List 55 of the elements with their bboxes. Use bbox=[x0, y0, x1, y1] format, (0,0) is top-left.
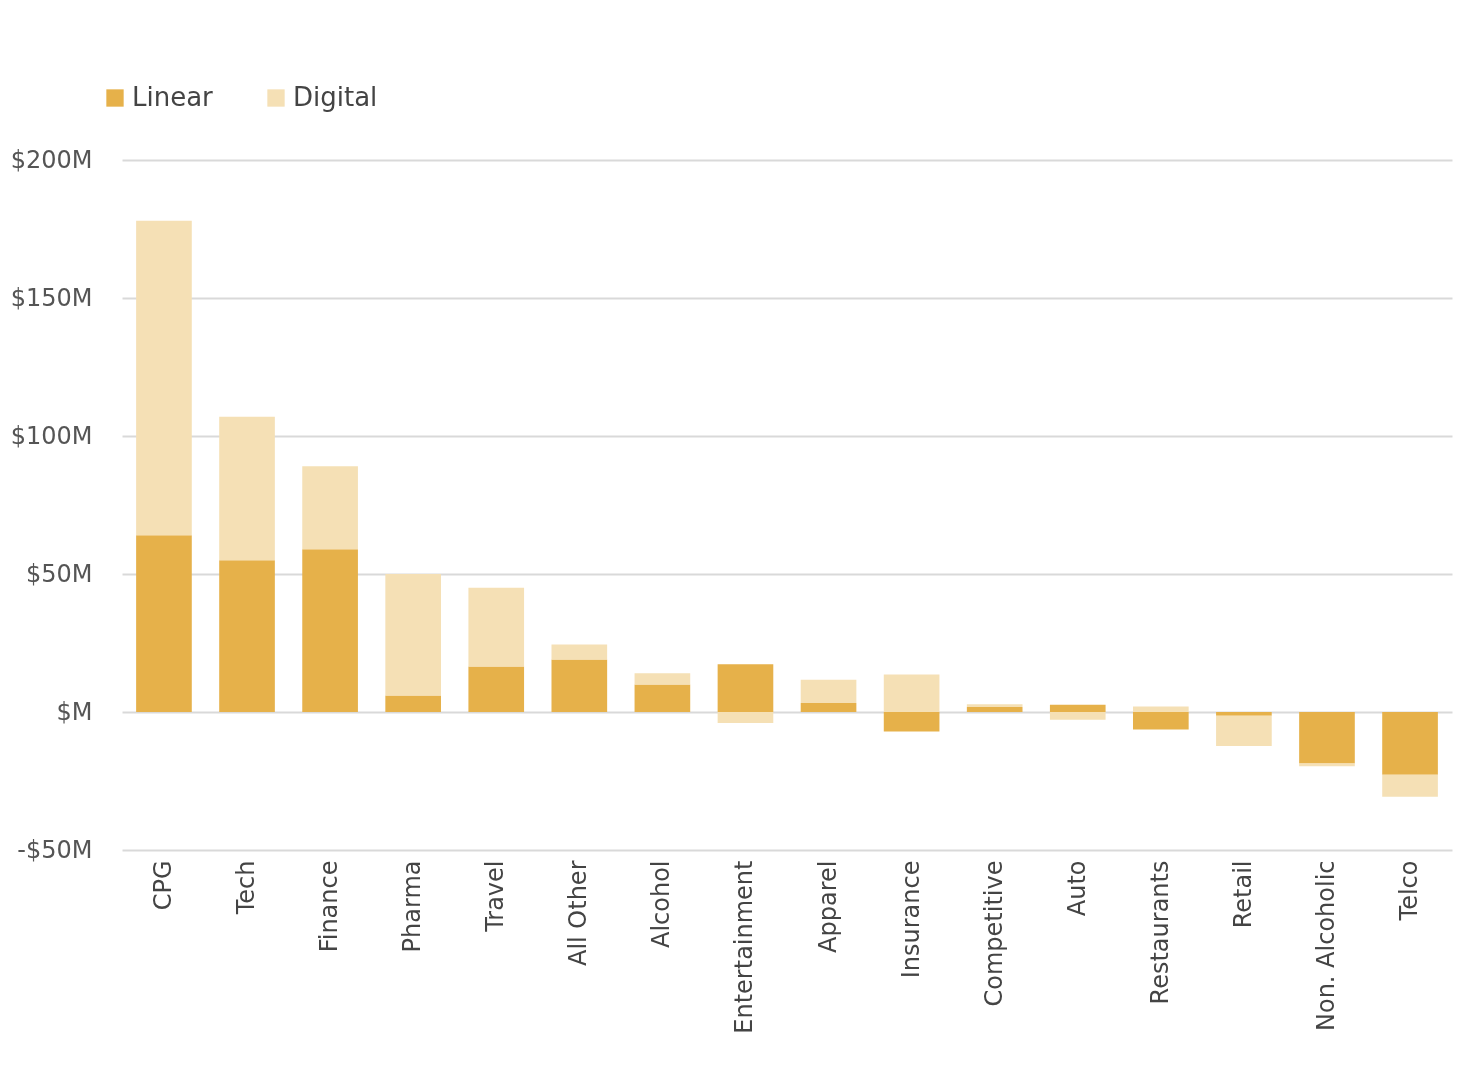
bar bbox=[1382, 712, 1438, 775]
bar bbox=[634, 684, 691, 712]
bar bbox=[1299, 712, 1355, 764]
legend-label: Digital bbox=[293, 82, 378, 112]
bar bbox=[1133, 712, 1189, 730]
x-tick-label: Alcohol bbox=[647, 860, 676, 949]
bar bbox=[717, 712, 774, 724]
x-tick-label: Competitive bbox=[979, 860, 1008, 1007]
bar bbox=[551, 659, 608, 712]
y-tick-label: $50M bbox=[25, 559, 93, 588]
bar bbox=[468, 666, 525, 712]
bar bbox=[136, 220, 192, 536]
y-tick-label: -$50M bbox=[17, 835, 93, 864]
bar bbox=[1049, 712, 1106, 720]
x-tick-label: Entertainment bbox=[730, 860, 759, 1034]
bar bbox=[219, 560, 275, 712]
y-tick-label: $150M bbox=[10, 283, 93, 312]
x-tick-label: CPG bbox=[148, 860, 177, 911]
bar bbox=[1382, 774, 1438, 797]
bar bbox=[302, 466, 358, 550]
bar bbox=[800, 679, 857, 703]
x-tick-label: Non. Alcoholic bbox=[1311, 860, 1340, 1031]
bar bbox=[1216, 712, 1272, 716]
x-tick-label: Finance bbox=[315, 860, 344, 953]
bar bbox=[966, 704, 1023, 708]
bar bbox=[800, 702, 857, 712]
bar bbox=[136, 535, 192, 712]
bar bbox=[883, 712, 940, 732]
x-tick-label: Insurance bbox=[896, 860, 925, 979]
bar bbox=[1216, 715, 1272, 746]
y-tick-label: $200M bbox=[10, 145, 93, 174]
bar bbox=[1133, 706, 1189, 712]
bar bbox=[385, 695, 441, 712]
x-tick-label: Pharma bbox=[398, 860, 427, 953]
y-tick-label: $100M bbox=[10, 421, 93, 450]
x-tick-label: Telco bbox=[1395, 860, 1424, 922]
x-tick-label: Travel bbox=[481, 860, 510, 933]
bar bbox=[385, 574, 441, 696]
x-tick-label: Restaurants bbox=[1145, 860, 1174, 1005]
bar bbox=[634, 673, 691, 685]
bar bbox=[551, 644, 608, 660]
bar bbox=[468, 587, 525, 667]
x-tick-label: Tech bbox=[232, 860, 261, 916]
y-tick-label: $M bbox=[56, 697, 93, 726]
bar bbox=[966, 707, 1023, 712]
x-tick-label: All Other bbox=[564, 860, 593, 967]
x-tick-label: Apparel bbox=[813, 860, 842, 953]
legend-label: Linear bbox=[132, 82, 214, 112]
bar bbox=[717, 664, 774, 712]
bar bbox=[1049, 704, 1106, 712]
x-tick-label: Retail bbox=[1228, 860, 1257, 929]
bar bbox=[219, 416, 275, 561]
bar bbox=[302, 549, 358, 712]
x-tick-label: Auto bbox=[1062, 860, 1091, 917]
bar bbox=[883, 674, 940, 712]
